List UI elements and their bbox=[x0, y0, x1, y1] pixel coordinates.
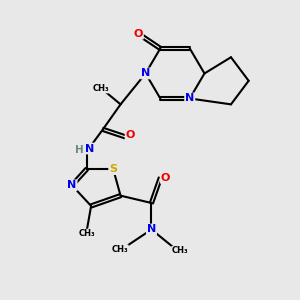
Text: CH₃: CH₃ bbox=[93, 84, 110, 93]
Text: N: N bbox=[67, 180, 76, 190]
Text: H: H bbox=[75, 145, 84, 155]
Text: N: N bbox=[185, 94, 194, 103]
Text: CH₃: CH₃ bbox=[78, 230, 95, 238]
Text: N: N bbox=[85, 143, 94, 154]
Text: O: O bbox=[126, 130, 135, 140]
Text: N: N bbox=[141, 68, 150, 78]
Text: CH₃: CH₃ bbox=[111, 245, 128, 254]
Text: CH₃: CH₃ bbox=[172, 247, 189, 256]
Text: O: O bbox=[134, 29, 143, 39]
Text: O: O bbox=[161, 173, 170, 183]
Text: S: S bbox=[109, 164, 117, 174]
Text: N: N bbox=[147, 224, 156, 235]
